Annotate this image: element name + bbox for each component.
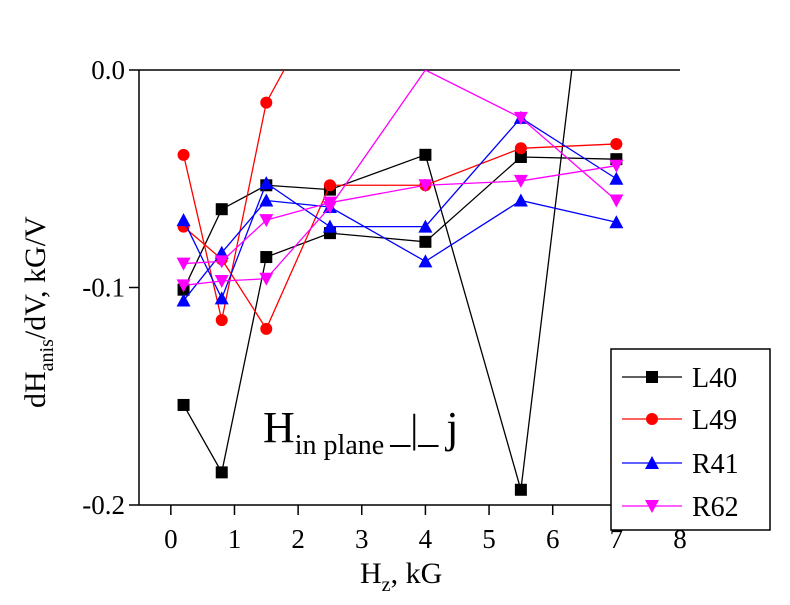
- data-point: [176, 213, 191, 227]
- legend-label: R41: [692, 449, 739, 480]
- data-point: [419, 148, 432, 161]
- data-point: [176, 257, 191, 271]
- data-point: [215, 314, 228, 327]
- data-point: [214, 255, 229, 269]
- data-point: [177, 148, 190, 161]
- data-point: [214, 274, 229, 288]
- data-point: [215, 466, 228, 479]
- data-point: [260, 96, 273, 109]
- series-line: [183, 70, 617, 286]
- x-axis-title: Hz, kG: [360, 557, 442, 596]
- data-point: [323, 179, 336, 192]
- series-line: [182, 70, 285, 321]
- legend-box: [610, 348, 771, 531]
- data-point: [177, 398, 190, 411]
- annotation-sub: in plane: [295, 430, 384, 461]
- legend-marker: [645, 500, 659, 513]
- data-point: [609, 194, 624, 208]
- data-point: [259, 272, 274, 286]
- legend-label: L40: [692, 363, 737, 394]
- annotation-main: H: [263, 403, 295, 452]
- annotation: Hin plane _|_ j: [263, 403, 458, 461]
- data-point: [215, 203, 228, 216]
- y-tick-label: -0.1: [82, 273, 125, 303]
- y-axis-title: dHanis/dV, kG/V: [19, 216, 58, 408]
- data-point: [513, 174, 528, 188]
- legend-marker: [645, 456, 659, 469]
- data-point: [322, 219, 337, 233]
- legend-label: L49: [692, 405, 737, 436]
- annotation-rest: j: [444, 403, 458, 452]
- y-tick-label: -0.2: [82, 490, 125, 520]
- y-ticks: 0.0 -0.1 -0.2: [82, 55, 139, 520]
- legend-marker: [646, 371, 658, 383]
- data-point: [259, 176, 274, 190]
- y-axis-title-sub: anis: [36, 339, 58, 371]
- data-point: [610, 137, 623, 150]
- x-tick-label: 5: [482, 524, 496, 554]
- series-line: [183, 199, 617, 301]
- x-tick-label: 7: [610, 524, 624, 554]
- series-r41: [176, 110, 624, 307]
- x-ticks: 0 1 2 3 4 5 6 7 8: [164, 505, 687, 554]
- legend-marker: [646, 413, 658, 425]
- annotation-symbol: _|_: [389, 406, 439, 451]
- x-tick-label: 6: [546, 524, 560, 554]
- data-point: [260, 251, 273, 264]
- data-point: [513, 111, 528, 125]
- data-point: [176, 279, 191, 293]
- x-tick-label: 0: [164, 524, 178, 554]
- y-axis-title-rest: /dV, kG/V: [19, 216, 52, 339]
- x-axis-title-sub: z: [382, 574, 391, 596]
- data-point: [514, 483, 527, 496]
- x-tick-label: 4: [419, 524, 433, 554]
- x-tick-label: 1: [228, 524, 242, 554]
- data-point: [609, 171, 624, 185]
- x-axis-title-main: H: [360, 557, 382, 590]
- series-layer: [176, 70, 624, 496]
- series-line: [183, 165, 617, 265]
- data-point: [609, 159, 624, 173]
- legend: L40 L49 R41 R62: [610, 348, 771, 531]
- data-point: [418, 219, 433, 233]
- data-point: [259, 193, 274, 207]
- x-axis-title-rest: , kG: [391, 557, 443, 590]
- legend-label: R62: [692, 492, 739, 523]
- data-point: [322, 201, 337, 215]
- data-point: [259, 214, 274, 228]
- x-tick-label: 8: [673, 524, 687, 554]
- data-point: [514, 151, 527, 163]
- data-point: [418, 254, 433, 268]
- y-tick-label: 0.0: [91, 55, 125, 85]
- data-point: [418, 179, 433, 193]
- series-r62: [176, 70, 624, 293]
- data-point: [609, 215, 624, 229]
- data-point: [176, 293, 191, 307]
- x-tick-label: 3: [355, 524, 369, 554]
- data-point: [513, 193, 528, 207]
- data-point: [214, 291, 229, 305]
- data-point: [514, 142, 527, 155]
- y-axis-title-main: dH: [19, 371, 52, 408]
- data-point: [419, 235, 432, 248]
- x-tick-label: 2: [291, 524, 305, 554]
- data-point: [260, 322, 273, 335]
